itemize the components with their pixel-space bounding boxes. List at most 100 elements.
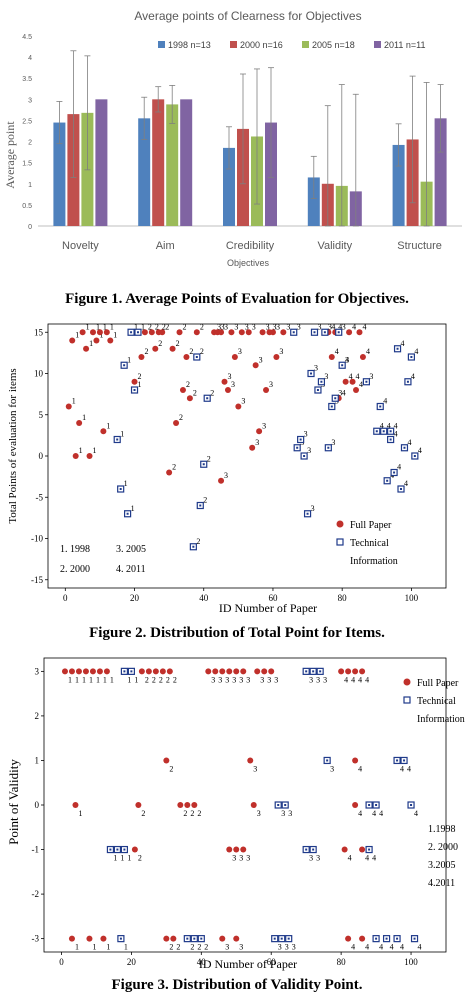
point-year-label: 3 — [259, 355, 263, 364]
full-paper-point — [68, 668, 75, 675]
bar-chart-average-points: Average points of Clearness for Objectiv… — [3, 9, 462, 268]
point-year-label: 3 — [279, 347, 283, 356]
full-paper-point — [235, 403, 242, 410]
y-tick-label: -10 — [31, 534, 43, 544]
full-paper-point — [93, 337, 100, 344]
full-paper-point — [96, 668, 103, 675]
y-tick-label: 0.5 — [22, 203, 32, 210]
full-paper-point — [353, 387, 360, 393]
point-year-label: 2 — [176, 943, 180, 952]
technical-info-point-core — [326, 759, 329, 762]
point-year-label: 2 — [204, 943, 208, 952]
full-paper-point — [249, 444, 256, 451]
point-year-label: 3 — [307, 446, 311, 455]
x-tick-label: 60 — [268, 593, 278, 603]
point-year-label: 3 — [330, 764, 334, 773]
year-note: 3. 2005 — [116, 544, 146, 555]
y-tick-label: 1 — [35, 755, 40, 765]
point-year-label: 1 — [138, 380, 142, 389]
point-year-label: 3 — [292, 943, 296, 952]
y-tick-label: 4 — [28, 55, 32, 62]
point-year-label: 1 — [106, 421, 110, 430]
point-year-label: 3 — [260, 675, 264, 684]
full-paper-point — [135, 802, 142, 808]
y-tick-label: 1.5 — [22, 161, 32, 168]
technical-info-point-core — [310, 372, 313, 375]
point-year-label: 2 — [152, 675, 156, 684]
point-year-label: 3 — [288, 809, 292, 818]
point-year-label: 3 — [224, 471, 228, 480]
scatter-validity-points: Point of Validity ID Number of Paper 0 20… — [6, 657, 465, 971]
full-paper-point — [65, 403, 72, 410]
technical-info-point-core — [337, 331, 340, 334]
full-paper-point — [231, 354, 238, 360]
technical-info-point-core — [406, 380, 409, 383]
point-year-label: 1 — [131, 504, 135, 513]
figure-2-caption: Figure 2. Distribution of Total Point fo… — [89, 625, 385, 641]
point-year-label: 4 — [411, 372, 415, 381]
point-year-label: 3 — [252, 322, 256, 331]
full-paper-point — [103, 329, 110, 336]
point-year-label: 2 — [165, 322, 169, 331]
technical-info-point-core — [292, 331, 295, 334]
y-tick-label: -3 — [32, 934, 40, 944]
x-tick-label: 0 — [63, 593, 68, 603]
technical-info-point-core — [341, 364, 344, 367]
technical-info-point-core — [375, 430, 378, 433]
point-year-label: 3 — [257, 809, 261, 818]
point-year-label: 3 — [246, 854, 250, 863]
technical-info-point-core — [192, 545, 195, 548]
full-paper-point — [83, 345, 90, 352]
point-year-label: 1 — [75, 331, 79, 340]
full-paper-point — [218, 329, 225, 336]
point-year-label: 4 — [394, 430, 398, 439]
point-year-label: 1 — [93, 446, 97, 455]
category-label: Structure — [397, 240, 442, 252]
y-tick-label: -15 — [31, 575, 43, 585]
point-year-label: 4 — [351, 675, 355, 684]
technical-info-point-core — [296, 446, 299, 449]
x-tick-label: 80 — [338, 593, 348, 603]
technical-info-point-core — [368, 848, 371, 851]
point-year-label: 2 — [190, 943, 194, 952]
full-paper-point — [345, 668, 352, 675]
full-paper-point — [152, 668, 159, 675]
full-paper-point — [341, 846, 348, 853]
full-paper-point — [346, 329, 353, 336]
y-tick-label: -5 — [36, 492, 44, 502]
year-note: 4.2011 — [428, 878, 455, 889]
y-tick-label: 3.5 — [22, 76, 32, 83]
full-paper-point — [233, 935, 240, 942]
full-paper-point — [138, 668, 145, 675]
technical-info-point-core — [312, 848, 315, 851]
year-note: 2. 2000 — [60, 564, 90, 575]
full-paper-point — [152, 345, 159, 352]
bar — [392, 144, 405, 226]
y-tick-label: 0 — [39, 451, 44, 461]
y-tick-label: 2.5 — [22, 118, 32, 125]
full-paper-point — [96, 329, 103, 336]
point-year-label: 4 — [365, 943, 369, 952]
bar — [307, 177, 320, 226]
category-label: Validity — [317, 240, 352, 252]
point-year-label: 3 — [311, 504, 315, 513]
technical-info-point-core — [123, 670, 126, 673]
technical-info-point-core — [410, 804, 413, 806]
point-year-label: 3 — [297, 322, 301, 331]
full-paper-point — [166, 469, 173, 476]
figure-1-caption: Figure 1. Average Points of Evaluation f… — [65, 291, 409, 307]
x-tick-label: 20 — [130, 593, 140, 603]
category-label: Novelty — [62, 240, 99, 252]
point-year-label: 1 — [89, 675, 93, 684]
technical-info-point-core — [396, 937, 399, 940]
full-paper-point — [256, 428, 263, 435]
legend-swatch — [230, 41, 237, 48]
full-paper-point — [359, 846, 366, 853]
full-paper-point — [240, 668, 247, 675]
point-year-label: 3 — [281, 809, 285, 818]
full-paper-point — [338, 668, 345, 675]
full-paper-point — [159, 668, 166, 675]
full-paper-point — [72, 802, 79, 808]
point-year-label: 4 — [404, 479, 408, 488]
technical-info-point-core — [385, 937, 388, 940]
